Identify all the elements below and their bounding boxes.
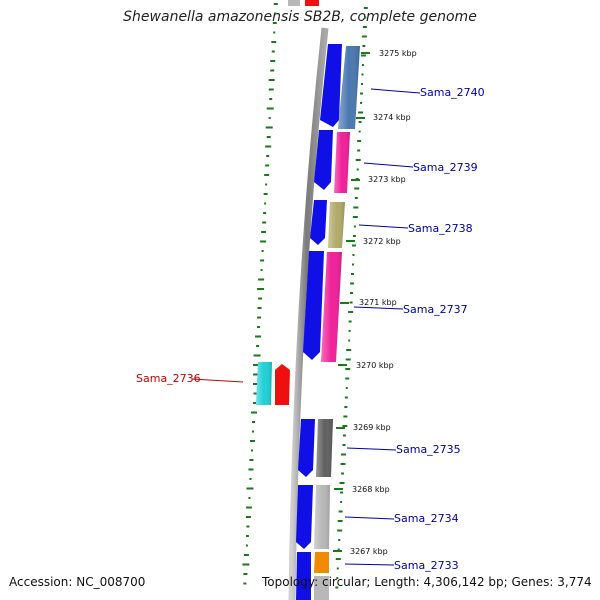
genome-summary-text: Topology: circular; Length: 4,306,142 bp…: [262, 575, 592, 589]
partial-gene-top-red[interactable]: [305, 0, 319, 6]
position-label: 3273 kbp: [368, 175, 406, 184]
position-tick-3268: 3268 kbp: [334, 485, 390, 494]
cog-feature-2737-shade: [321, 252, 342, 362]
gc-content-track: [242, 3, 278, 585]
svg-text:Sama_2740: Sama_2740: [420, 86, 485, 99]
accession-text: Accession: NC_008700: [9, 575, 146, 589]
cds-forward-2739[interactable]: [314, 130, 333, 190]
position-tick-3269: 3269 kbp: [336, 423, 391, 432]
cog-feature-2733[interactable]: [314, 552, 329, 573]
position-tick-3272: 3272 kbp: [346, 237, 401, 246]
gene-label-sama-2733[interactable]: Sama_2733: [344, 559, 459, 572]
gene-label-sama-2737[interactable]: Sama_2737: [353, 303, 468, 316]
position-label: 3275 kbp: [379, 49, 417, 58]
cds-forward-2734[interactable]: [296, 485, 313, 549]
position-label: 3274 kbp: [373, 113, 411, 122]
position-label: 3268 kbp: [352, 485, 390, 494]
cds-forward-2737[interactable]: [303, 251, 324, 360]
cds-forward-2733[interactable]: [296, 552, 311, 600]
position-tick-3267: 3267 kbp: [333, 547, 388, 556]
position-tick-3270: 3270 kbp: [338, 361, 394, 370]
gene-label-sama-2738[interactable]: Sama_2738: [358, 222, 473, 235]
position-tick-3271: 3271 kbp: [340, 298, 397, 307]
cog-feature-2738-shade: [328, 202, 345, 248]
cog-feature-2736-a-shade: [256, 362, 272, 405]
gene-label-sama-2736[interactable]: Sama_2736: [136, 372, 244, 385]
position-label: 3269 kbp: [353, 423, 391, 432]
svg-text:Sama_2735: Sama_2735: [396, 443, 461, 456]
genome-backbone: [288, 27, 329, 600]
cog-feature-2739-shade: [334, 132, 350, 193]
position-label: 3270 kbp: [356, 361, 394, 370]
partial-gene-top-gray[interactable]: [288, 0, 300, 6]
page-title: Shewanella amazonensis SB2B, complete ge…: [123, 9, 477, 25]
cds-forward-2740[interactable]: [320, 44, 342, 127]
cds-reverse-2736[interactable]: [275, 364, 290, 405]
cds-forward-2738[interactable]: [310, 200, 327, 245]
svg-text:Sama_2738: Sama_2738: [408, 222, 473, 235]
cog-feature-2734-shade: [314, 485, 330, 549]
position-tick-3274: 3274 kbp: [356, 113, 411, 122]
partial-gene-bottom-gray[interactable]: [314, 576, 329, 600]
cog-feature-2735-shade: [316, 419, 333, 477]
gene-label-sama-2734[interactable]: Sama_2734: [344, 512, 459, 525]
position-tick-3273: 3273 kbp: [351, 175, 406, 184]
svg-text:Sama_2733: Sama_2733: [394, 559, 459, 572]
gene-label-sama-2739[interactable]: Sama_2739: [363, 161, 478, 174]
gene-label-sama-2735[interactable]: Sama_2735: [346, 443, 461, 456]
position-tick-3275: 3275 kbp: [361, 49, 417, 58]
position-label: 3272 kbp: [363, 237, 401, 246]
svg-text:Sama_2737: Sama_2737: [403, 303, 468, 316]
position-label: 3267 kbp: [350, 547, 388, 556]
cog-feature-2740-shade: [338, 46, 360, 129]
gene-label-sama-2740[interactable]: Sama_2740: [370, 86, 485, 99]
position-label: 3271 kbp: [359, 298, 397, 307]
svg-text:Sama_2739: Sama_2739: [413, 161, 478, 174]
svg-text:Sama_2734: Sama_2734: [394, 512, 459, 525]
svg-text:Sama_2736: Sama_2736: [136, 372, 201, 385]
cds-forward-2735[interactable]: [298, 419, 315, 477]
